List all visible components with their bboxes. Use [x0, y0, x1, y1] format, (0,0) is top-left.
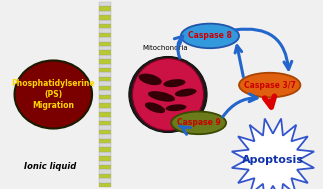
- Ellipse shape: [145, 102, 165, 113]
- Ellipse shape: [166, 104, 186, 111]
- Ellipse shape: [181, 24, 239, 48]
- Bar: [99, 77, 111, 81]
- Bar: [99, 147, 111, 152]
- Ellipse shape: [171, 112, 226, 134]
- Bar: [99, 64, 111, 68]
- Text: Apoptosis: Apoptosis: [242, 155, 304, 165]
- Ellipse shape: [239, 73, 300, 97]
- Bar: [99, 152, 111, 156]
- Bar: [99, 28, 111, 33]
- Bar: [99, 6, 111, 11]
- Bar: [99, 130, 111, 134]
- Bar: [99, 112, 111, 117]
- Ellipse shape: [139, 74, 162, 85]
- Polygon shape: [232, 119, 314, 189]
- Bar: [99, 72, 111, 77]
- Text: Mitochondria: Mitochondria: [142, 45, 188, 51]
- Bar: [99, 108, 111, 112]
- Text: Caspase 8: Caspase 8: [188, 31, 232, 40]
- Ellipse shape: [129, 57, 207, 132]
- Bar: [99, 121, 111, 125]
- Bar: [99, 55, 111, 59]
- Bar: [99, 11, 111, 15]
- Bar: [99, 174, 111, 178]
- Bar: [99, 103, 111, 108]
- Bar: [99, 37, 111, 42]
- Bar: [99, 24, 111, 28]
- Ellipse shape: [148, 91, 175, 102]
- Bar: [99, 170, 111, 174]
- Bar: [99, 59, 111, 64]
- Bar: [99, 2, 111, 6]
- Text: Caspase 3/7: Caspase 3/7: [244, 81, 296, 90]
- Bar: [99, 33, 111, 37]
- Bar: [99, 50, 111, 55]
- Bar: [99, 183, 111, 187]
- Text: Caspase 9: Caspase 9: [177, 118, 221, 127]
- Bar: [99, 46, 111, 50]
- Bar: [99, 68, 111, 72]
- Bar: [99, 19, 111, 24]
- Bar: [99, 139, 111, 143]
- Ellipse shape: [175, 89, 197, 97]
- Ellipse shape: [132, 59, 203, 130]
- Bar: [99, 125, 111, 130]
- Text: Phosphatidylserine
(PS)
Migration: Phosphatidylserine (PS) Migration: [12, 79, 95, 110]
- Bar: [99, 81, 111, 86]
- Ellipse shape: [163, 79, 185, 87]
- Bar: [99, 178, 111, 183]
- Bar: [99, 156, 111, 161]
- Bar: [99, 99, 111, 103]
- Bar: [99, 15, 111, 19]
- Bar: [99, 143, 111, 147]
- Bar: [99, 94, 111, 99]
- Bar: [99, 165, 111, 170]
- Bar: [99, 117, 111, 121]
- Bar: [99, 161, 111, 165]
- Ellipse shape: [15, 60, 92, 129]
- Text: Ionic liquid: Ionic liquid: [24, 162, 76, 171]
- Bar: [99, 42, 111, 46]
- Bar: [99, 90, 111, 94]
- Bar: [99, 134, 111, 139]
- Bar: [99, 86, 111, 90]
